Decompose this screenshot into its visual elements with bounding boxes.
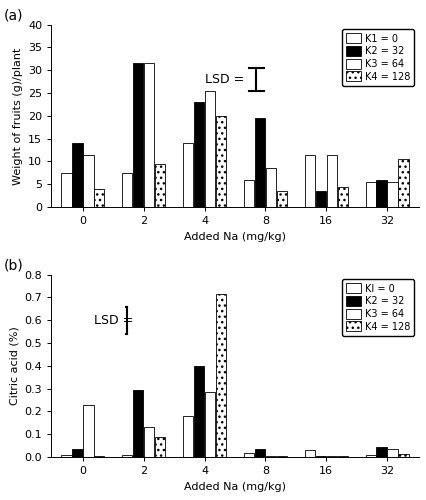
Bar: [397, 159, 408, 207]
Bar: [243, 180, 253, 207]
Bar: [276, 191, 286, 207]
Bar: [216, 294, 226, 457]
Bar: [365, 455, 375, 457]
Bar: [122, 455, 132, 457]
Bar: [61, 455, 72, 457]
Bar: [61, 173, 72, 207]
Bar: [122, 173, 132, 207]
Bar: [376, 447, 386, 457]
X-axis label: Added Na (mg/kg): Added Na (mg/kg): [184, 482, 285, 492]
Y-axis label: Weight of fruits (g)/plant: Weight of fruits (g)/plant: [13, 47, 23, 184]
Bar: [133, 64, 143, 207]
Y-axis label: Citric acid (%): Citric acid (%): [9, 326, 19, 405]
Text: (a): (a): [3, 8, 23, 22]
Text: (b): (b): [3, 258, 23, 272]
Bar: [83, 404, 93, 457]
Bar: [204, 90, 215, 207]
X-axis label: Added Na (mg/kg): Added Na (mg/kg): [184, 232, 285, 241]
Bar: [265, 456, 275, 457]
Bar: [254, 118, 265, 207]
Text: LSD =: LSD =: [204, 73, 243, 86]
Bar: [72, 143, 82, 207]
Bar: [83, 154, 93, 207]
Bar: [193, 102, 204, 207]
Bar: [315, 191, 325, 207]
Bar: [144, 64, 154, 207]
Bar: [304, 154, 314, 207]
Bar: [133, 390, 143, 457]
Bar: [337, 186, 347, 207]
Bar: [243, 452, 253, 457]
Bar: [144, 428, 154, 457]
Bar: [326, 456, 336, 457]
Text: LSD =: LSD =: [94, 314, 133, 326]
Bar: [94, 189, 104, 207]
Bar: [72, 449, 82, 457]
Bar: [183, 416, 193, 457]
Legend: KI = 0, K2 = 32, K3 = 64, K4 = 128: KI = 0, K2 = 32, K3 = 64, K4 = 128: [341, 280, 413, 336]
Bar: [326, 154, 336, 207]
Bar: [376, 180, 386, 207]
Bar: [386, 182, 397, 207]
Bar: [155, 164, 165, 207]
Bar: [265, 168, 275, 207]
Legend: K1 = 0, K2 = 32, K3 = 64, K4 = 128: K1 = 0, K2 = 32, K3 = 64, K4 = 128: [341, 30, 413, 86]
Bar: [365, 182, 375, 207]
Bar: [337, 456, 347, 457]
Bar: [386, 449, 397, 457]
Bar: [155, 436, 165, 457]
Bar: [304, 450, 314, 457]
Bar: [216, 116, 226, 207]
Bar: [315, 456, 325, 457]
Bar: [94, 456, 104, 457]
Bar: [183, 143, 193, 207]
Bar: [276, 456, 286, 457]
Bar: [397, 454, 408, 457]
Bar: [193, 366, 204, 457]
Bar: [204, 392, 215, 457]
Bar: [254, 449, 265, 457]
